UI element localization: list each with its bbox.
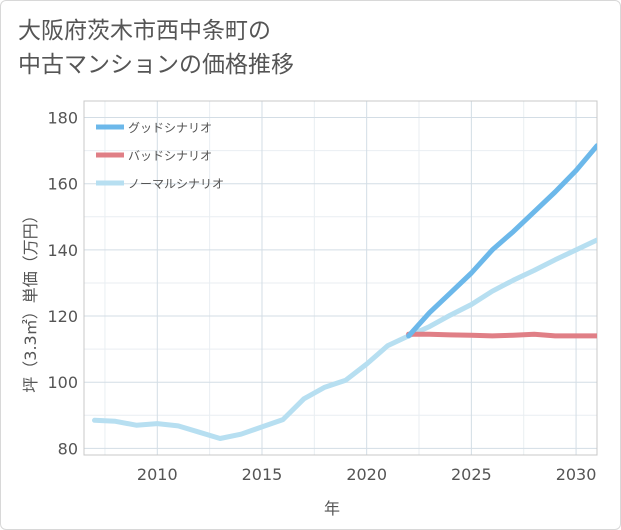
x-tick-label: 2020 bbox=[346, 465, 387, 484]
legend-bad-label: バッドシナリオ bbox=[128, 149, 212, 163]
y-tick-label: 140 bbox=[47, 241, 78, 260]
y-axis-label: 坪（3.3㎡）単価（万円） bbox=[21, 207, 40, 392]
y-tick-label: 80 bbox=[58, 439, 78, 458]
legend-normal-label: ノーマルシナリオ bbox=[128, 177, 224, 191]
x-tick-label: 2025 bbox=[451, 465, 492, 484]
y-axis-ticks: 80 100 120 140 160 180 bbox=[47, 109, 78, 459]
series-line-bad bbox=[406, 331, 597, 339]
y-tick-label: 120 bbox=[47, 307, 78, 326]
series-line-normal bbox=[92, 237, 597, 441]
x-axis-label: 年 bbox=[324, 499, 340, 518]
grid bbox=[84, 101, 597, 455]
chart-title-line-2: 中古マンションの価格推移 bbox=[18, 52, 294, 78]
x-tick-label: 2010 bbox=[137, 465, 178, 484]
y-tick-label: 160 bbox=[47, 175, 78, 194]
x-tick-label: 2030 bbox=[556, 465, 597, 484]
series-line-good bbox=[406, 143, 597, 339]
chart-title: 大阪府茨木市西中条町の 中古マンションの価格推移 bbox=[18, 14, 578, 82]
x-tick-label: 2015 bbox=[242, 465, 283, 484]
plot-border bbox=[83, 100, 598, 456]
x-axis-ticks: 2010 2015 2020 2025 2030 bbox=[137, 465, 596, 484]
y-tick-label: 180 bbox=[47, 109, 78, 128]
legend-good-label: グッドシナリオ bbox=[128, 121, 212, 135]
y-tick-label: 100 bbox=[47, 373, 78, 392]
chart-title-line-1: 大阪府茨木市西中条町の bbox=[18, 18, 271, 44]
series-layer bbox=[92, 143, 597, 441]
